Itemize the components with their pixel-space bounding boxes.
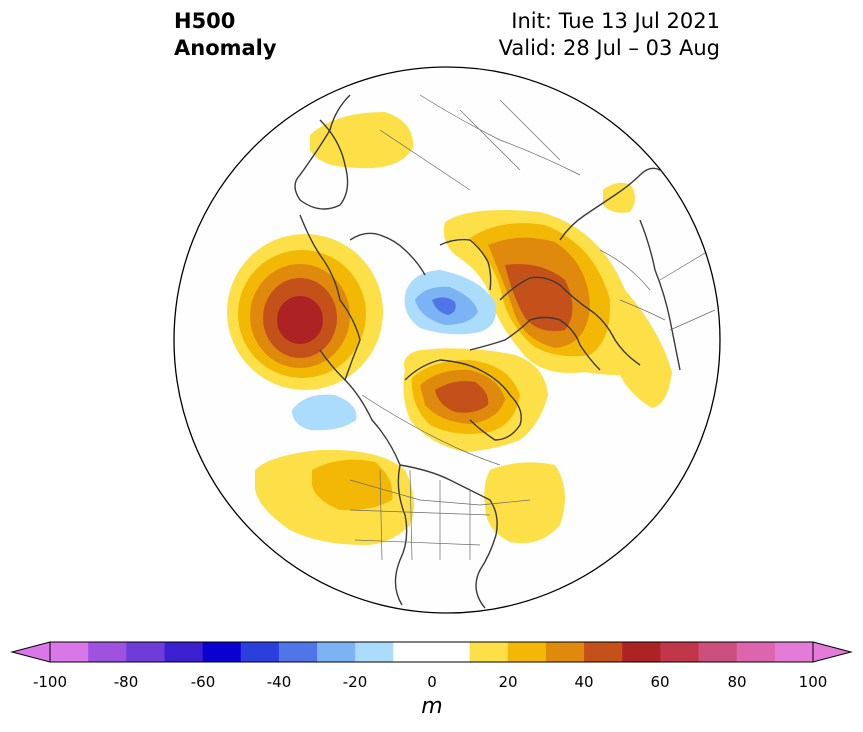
colorbar-cells (50, 642, 814, 662)
colorbar-tick-label: 20 (498, 673, 518, 691)
colorbar-cell (660, 642, 700, 662)
anomaly-high-canadian-arctic (403, 348, 548, 452)
colorbar-cell (317, 642, 356, 662)
polar-map (173, 66, 721, 614)
init-date-label: Init: Tue 13 Jul 2021 (511, 9, 720, 33)
colorbar-cell (698, 642, 738, 662)
colorbar-cell (545, 642, 585, 662)
map-boundary (173, 66, 721, 614)
political-borders (349, 94, 716, 561)
colorbar-frame (49, 641, 814, 663)
colorbar-cell (202, 642, 242, 662)
colorbar-tick-label: 40 (574, 673, 594, 691)
colorbar-tick-label: -40 (266, 673, 292, 691)
colorbar-cell (584, 642, 623, 662)
anomaly-high-northeast-us (484, 462, 565, 544)
colorbar-cell (126, 642, 165, 662)
colorbar-cell (774, 642, 814, 662)
colorbar (10, 641, 853, 663)
colorbar-cell (50, 642, 89, 662)
valid-date-label: Valid: 28 Jul – 03 Aug (498, 36, 720, 60)
colorbar-cell (278, 642, 318, 662)
colorbar-cell (736, 642, 776, 662)
colorbar-cell (469, 642, 509, 662)
anomaly-high-siberia (443, 209, 672, 408)
colorbar-cell (355, 642, 394, 662)
colorbar-extend-low (10, 641, 51, 663)
colorbar-tick-label: -80 (113, 673, 139, 691)
anomaly-high-western-us (255, 449, 414, 545)
anomaly-low-arctic (404, 270, 496, 335)
variable-title-line1: H500 (174, 9, 236, 33)
anomaly-high-north-atlantic (310, 112, 414, 169)
variable-title-line2: Anomaly (174, 36, 277, 60)
coastlines (294, 94, 681, 609)
variable-title: H500 Anomaly (174, 8, 277, 62)
colorbar-tick-label: -60 (190, 673, 216, 691)
anomaly-fill (227, 94, 716, 609)
colorbar-tick-label: 100 (798, 673, 828, 691)
colorbar-tick-label: 0 (427, 673, 437, 691)
colorbar-tick-label: 80 (727, 673, 747, 691)
anomaly-high-small-ne (603, 182, 635, 213)
anomaly-high-gulf-of-alaska (227, 234, 383, 390)
colorbar-cell (240, 642, 280, 662)
colorbar-cell (507, 642, 547, 662)
colorbar-tick-label: -100 (32, 673, 68, 691)
colorbar-unit-label: m (421, 694, 443, 719)
colorbar-cell (164, 642, 204, 662)
anomaly-low-north-pacific (292, 394, 357, 431)
colorbar-cell (622, 642, 661, 662)
colorbar-cell (88, 642, 127, 662)
colorbar-cell (393, 642, 471, 662)
colorbar-tick-label: -20 (342, 673, 368, 691)
colorbar-tick-label: 60 (650, 673, 670, 691)
date-title: Init: Tue 13 Jul 2021 Valid: 28 Jul – 03… (499, 8, 720, 62)
colorbar-extend-high (812, 641, 853, 663)
